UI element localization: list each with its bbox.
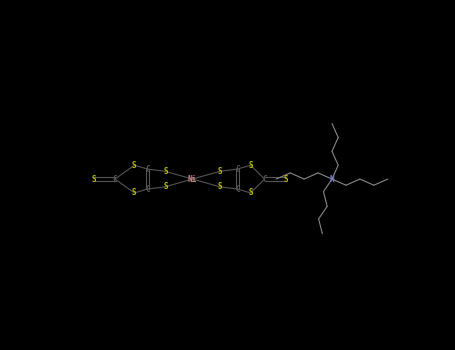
Text: S: S bbox=[132, 188, 136, 197]
Text: S: S bbox=[248, 161, 253, 170]
Text: C: C bbox=[145, 184, 150, 194]
Text: N: N bbox=[330, 175, 334, 183]
Text: C: C bbox=[235, 184, 240, 194]
Text: C: C bbox=[145, 164, 150, 174]
Text: S: S bbox=[163, 167, 168, 176]
Text: S: S bbox=[248, 188, 253, 197]
Text: S: S bbox=[92, 175, 96, 183]
Text: S: S bbox=[283, 175, 288, 183]
Text: S: S bbox=[163, 182, 168, 191]
Text: S: S bbox=[217, 167, 222, 176]
Text: C: C bbox=[113, 175, 117, 183]
Text: Ni: Ni bbox=[188, 175, 197, 183]
Text: C: C bbox=[235, 164, 240, 174]
Text: S: S bbox=[132, 161, 136, 170]
Text: S: S bbox=[217, 182, 222, 191]
Text: C: C bbox=[262, 175, 267, 183]
